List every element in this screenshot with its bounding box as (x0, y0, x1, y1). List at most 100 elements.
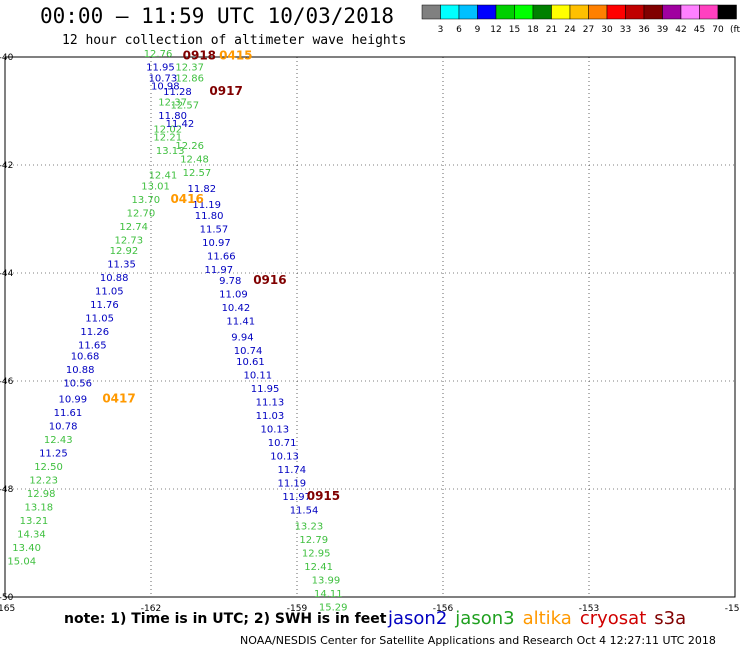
wave-height-label: 11.26 (80, 327, 109, 338)
colorbar-label: 45 (694, 25, 705, 35)
wave-height-label: 11.66 (207, 252, 236, 263)
wave-height-label: 12.73 (115, 235, 144, 246)
legend-entry-jason3: jason3 (455, 608, 515, 629)
lat-tick-label: -46 (0, 377, 14, 387)
pass-time-label: 0915 (307, 489, 340, 503)
legend-entry-s3a: s3a (654, 608, 687, 629)
wave-height-label: 15.04 (7, 557, 36, 568)
wave-height-label: 10.61 (236, 357, 265, 368)
wave-height-label: 13.40 (12, 543, 41, 554)
wave-height-label: 10.88 (100, 273, 129, 284)
colorbar-label: 42 (675, 25, 686, 35)
wave-height-label: 13.01 (141, 181, 170, 192)
wave-height-label: 11.95 (251, 384, 280, 395)
wave-height-label: 12.23 (29, 476, 58, 487)
lon-tick-label: -153 (579, 604, 599, 614)
wave-height-label: 11.25 (39, 449, 68, 460)
wave-height-label: 11.74 (278, 465, 307, 476)
lat-tick-label: -44 (0, 269, 14, 279)
colorbar-label: 12 (490, 25, 501, 35)
wave-height-label: 11.42 (166, 119, 195, 130)
wave-height-label: 10.13 (261, 424, 290, 435)
wave-height-label: 10.99 (59, 395, 88, 406)
wave-height-label: 12.57 (183, 168, 212, 179)
wave-height-label: 10.68 (71, 351, 100, 362)
wave-height-label: 10.78 (49, 422, 78, 433)
satellite-legend: jason2 jason3 altika cryosat s3a (388, 608, 694, 629)
wave-height-label: 11.09 (219, 289, 248, 300)
colorbar-label: 21 (546, 25, 557, 35)
wave-height-label: 14.34 (17, 530, 46, 541)
wave-height-label: 10.13 (270, 451, 299, 462)
wave-height-label: 13.13 (156, 146, 185, 157)
pass-time-label: 0918 (183, 49, 216, 63)
wave-height-label: 13.21 (20, 516, 49, 527)
wave-height-label: 15.29 (319, 603, 348, 614)
legend-entry-cryosat: cryosat (579, 608, 647, 629)
colorbar-label: 3 (438, 25, 444, 35)
wave-height-label: 11.76 (90, 300, 119, 311)
wave-height-label: 10.98 (151, 81, 180, 92)
wave-height-label: 10.42 (222, 303, 251, 314)
lon-tick-label: -156 (433, 604, 454, 614)
pass-time-label: 0916 (253, 273, 286, 287)
wave-height-label: 11.19 (278, 478, 307, 489)
wave-height-label: 12.86 (175, 73, 204, 84)
map-note: note: 1) Time is in UTC; 2) SWH is in fe… (64, 611, 387, 627)
wave-height-label: 11.82 (188, 184, 217, 195)
lon-tick-label: -162 (141, 604, 161, 614)
colorbar-label: 9 (475, 25, 481, 35)
wave-height-label: 9.78 (219, 276, 241, 287)
wave-height-label: 11.19 (192, 200, 221, 211)
wave-height-label: 11.97 (282, 492, 311, 503)
wave-height-label: 12.92 (110, 246, 139, 257)
wave-height-label: 12.37 (175, 63, 204, 74)
colorbar-swatch (717, 4, 737, 20)
lat-tick-label: -48 (0, 485, 14, 495)
colorbar-label: 39 (657, 25, 669, 35)
lon-tick-label: -150 (725, 604, 740, 614)
wave-height-label: 11.41 (226, 316, 255, 327)
wave-height-label: 11.97 (205, 265, 234, 276)
wave-height-label: 12.02 (153, 125, 182, 136)
wave-height-label: 11.35 (107, 260, 136, 271)
wave-height-label: 13.23 (295, 522, 324, 533)
legend-entry-altika: altika (522, 608, 572, 629)
wave-height-label: 10.73 (149, 73, 178, 84)
wave-height-label: 10.11 (243, 370, 272, 381)
wave-height-label: 11.95 (146, 63, 175, 74)
wave-height-label: 11.28 (163, 87, 192, 98)
wave-height-label: 12.41 (304, 562, 333, 573)
legend-entry-jason2: jason2 (388, 608, 448, 629)
wave-height-label: 14.11 (314, 589, 343, 600)
map-subtitle: 12 hour collection of altimeter wave hei… (62, 33, 407, 48)
colorbar-unit: (ft) (730, 25, 740, 35)
pass-time-label: 0415 (219, 49, 252, 63)
wave-height-label: 10.71 (268, 438, 297, 449)
wave-height-label: 13.70 (132, 195, 161, 206)
wave-height-label: 12.43 (44, 435, 73, 446)
wave-height-label: 12.76 (144, 49, 173, 60)
colorbar-label: 36 (638, 25, 650, 35)
wave-height-label: 11.05 (85, 314, 114, 325)
pass-time-label: 0417 (102, 392, 135, 406)
wave-height-label: 11.05 (95, 287, 124, 298)
wave-height-label: 11.03 (256, 411, 285, 422)
lat-tick-label: -40 (0, 53, 14, 63)
wave-height-label: 13.99 (312, 576, 341, 587)
wave-height-label: 12.21 (153, 133, 182, 144)
wave-height-label: 11.80 (158, 111, 187, 122)
wave-height-label: 13.18 (24, 503, 53, 514)
colorbar-label: 30 (601, 25, 613, 35)
colorbar-label: 33 (620, 25, 631, 35)
wave-height-label: 11.54 (290, 505, 319, 516)
colorbar-label: 70 (712, 25, 724, 35)
wave-height-label: 10.97 (202, 238, 231, 249)
wave-height-label: 12.26 (175, 141, 204, 152)
lat-tick-label: -42 (0, 161, 13, 171)
credit-line: NOAA/NESDIS Center for Satellite Applica… (240, 634, 716, 647)
wave-height-label: 12.74 (119, 222, 148, 233)
colorbar-label: 6 (456, 25, 462, 35)
lon-tick-label: -159 (287, 604, 308, 614)
